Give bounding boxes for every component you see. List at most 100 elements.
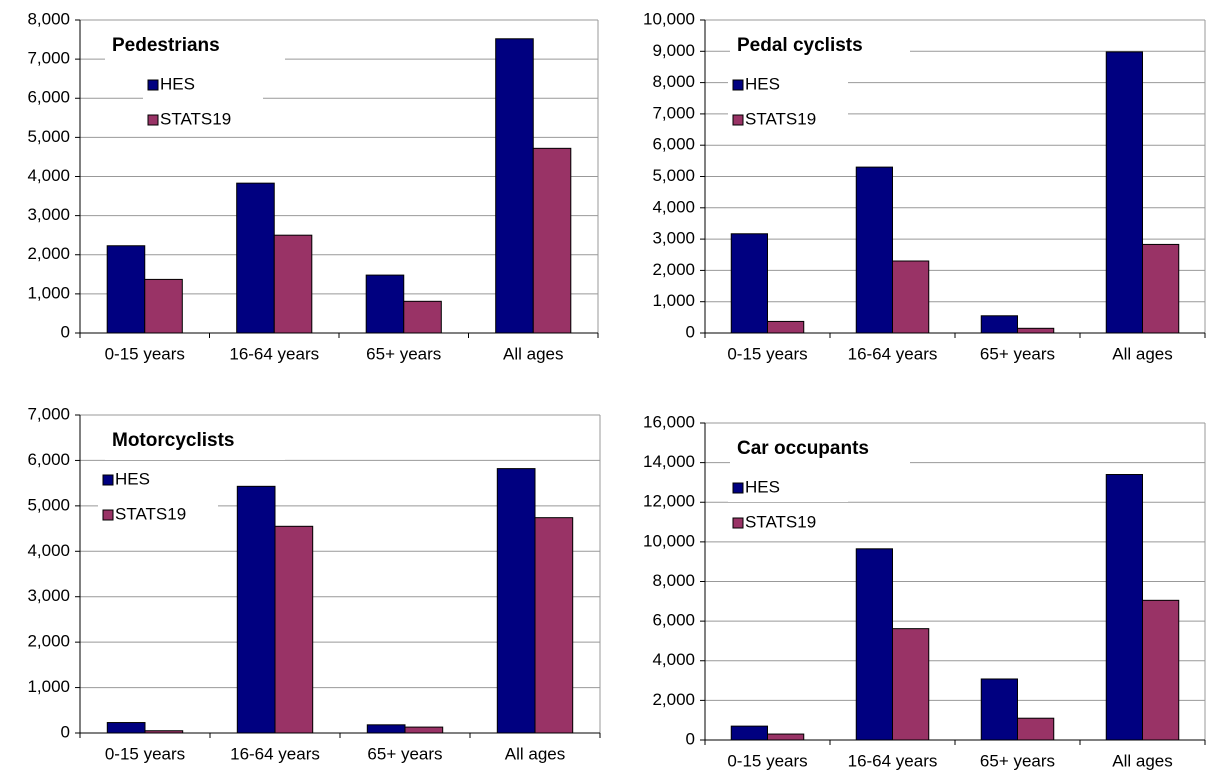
- bar: [106, 245, 146, 334]
- y-tick-label: 14,000: [643, 452, 695, 471]
- y-tick-label: 0: [686, 322, 695, 341]
- y-tick-label: 2,000: [27, 632, 70, 651]
- y-tick-label: 7,000: [27, 404, 70, 423]
- y-tick-label: 2,000: [27, 244, 70, 263]
- y-tick-label: 1,000: [27, 677, 70, 696]
- y-tick-label: 5,000: [652, 166, 695, 185]
- x-tick-label: All ages: [503, 344, 563, 363]
- x-tick-label: 0-15 years: [727, 751, 807, 770]
- y-tick-label: 5,000: [27, 495, 70, 514]
- legend-bg: [728, 106, 848, 134]
- legend-swatch: [102, 509, 114, 521]
- y-tick-label: 4,000: [27, 541, 70, 560]
- x-tick-label: 0-15 years: [105, 744, 185, 763]
- legend-bg: [728, 474, 848, 502]
- y-tick-label: 2,000: [652, 690, 695, 709]
- y-tick-label: 6,000: [27, 450, 70, 469]
- bar: [767, 320, 805, 334]
- x-tick-label: 65+ years: [980, 751, 1055, 770]
- bar: [1105, 474, 1143, 741]
- bar: [273, 234, 313, 334]
- x-tick-label: 0-15 years: [105, 344, 185, 363]
- bar: [495, 38, 534, 334]
- y-tick-label: 16,000: [643, 412, 695, 431]
- bar: [1142, 243, 1180, 334]
- bar: [980, 678, 1018, 741]
- bar: [1142, 599, 1180, 741]
- legend-label: HES: [745, 74, 780, 93]
- y-tick-label: 6,000: [652, 611, 695, 630]
- legend-bg: [728, 509, 848, 537]
- x-tick-label: 16-64 years: [848, 751, 938, 770]
- y-tick-label: 10,000: [643, 9, 695, 28]
- legend-label: STATS19: [115, 504, 186, 523]
- bar: [980, 315, 1018, 334]
- x-tick-label: 65+ years: [366, 344, 441, 363]
- x-tick-label: 16-64 years: [230, 744, 320, 763]
- bar: [496, 468, 536, 734]
- bar: [730, 233, 768, 334]
- legend-label: STATS19: [745, 512, 816, 531]
- legend-label: HES: [160, 74, 195, 93]
- legend-swatch: [147, 114, 159, 126]
- title-bg: [105, 420, 285, 460]
- bar: [892, 628, 930, 741]
- bar: [106, 722, 146, 734]
- chart-title: Pedestrians: [112, 35, 220, 56]
- title-bg: [730, 428, 910, 468]
- y-tick-label: 6,000: [27, 88, 70, 107]
- bar: [855, 166, 893, 334]
- y-tick-label: 7,000: [27, 49, 70, 68]
- y-tick-label: 8,000: [652, 72, 695, 91]
- legend-bg: [143, 106, 263, 134]
- y-tick-label: 3,000: [652, 229, 695, 248]
- y-tick-label: 1,000: [27, 283, 70, 302]
- y-tick-label: 8,000: [652, 571, 695, 590]
- bar: [892, 260, 930, 334]
- legend-label: STATS19: [745, 109, 816, 128]
- legend-swatch: [732, 517, 744, 529]
- legend-swatch: [147, 79, 159, 91]
- chart-title: Pedal cyclists: [737, 35, 863, 56]
- x-tick-label: All ages: [505, 744, 565, 763]
- x-tick-label: All ages: [1112, 751, 1172, 770]
- legend-label: HES: [115, 469, 150, 488]
- y-tick-label: 4,000: [652, 197, 695, 216]
- legend-label: STATS19: [160, 109, 231, 128]
- bar: [1017, 327, 1055, 334]
- legend-bg: [143, 71, 263, 99]
- legend-swatch: [732, 482, 744, 494]
- y-tick-label: 1,000: [652, 291, 695, 310]
- y-tick-label: 8,000: [27, 9, 70, 28]
- chart-title: Car occupants: [737, 438, 869, 459]
- y-tick-label: 9,000: [652, 41, 695, 60]
- bar: [1105, 51, 1143, 334]
- bar: [532, 147, 572, 334]
- y-tick-label: 6,000: [652, 135, 695, 154]
- bar: [855, 548, 893, 741]
- y-tick-label: 7,000: [652, 103, 695, 122]
- x-tick-label: 65+ years: [980, 344, 1055, 363]
- legend-bg: [728, 71, 848, 99]
- bar: [236, 485, 276, 734]
- bar: [1017, 717, 1055, 741]
- x-tick-label: 0-15 years: [727, 344, 807, 363]
- y-tick-label: 0: [686, 729, 695, 748]
- y-tick-label: 4,000: [652, 650, 695, 669]
- y-tick-label: 12,000: [643, 492, 695, 511]
- legend-swatch: [732, 114, 744, 126]
- bar: [730, 725, 768, 741]
- bar: [365, 274, 405, 334]
- x-tick-label: 65+ years: [367, 744, 442, 763]
- x-tick-label: All ages: [1112, 344, 1172, 363]
- bar: [144, 278, 183, 334]
- bar: [403, 300, 442, 334]
- bar: [404, 726, 444, 734]
- legend-swatch: [102, 474, 114, 486]
- y-tick-label: 3,000: [27, 205, 70, 224]
- y-tick-label: 2,000: [652, 260, 695, 279]
- y-tick-label: 0: [61, 722, 70, 741]
- y-tick-label: 0: [61, 322, 70, 341]
- bar: [366, 724, 406, 734]
